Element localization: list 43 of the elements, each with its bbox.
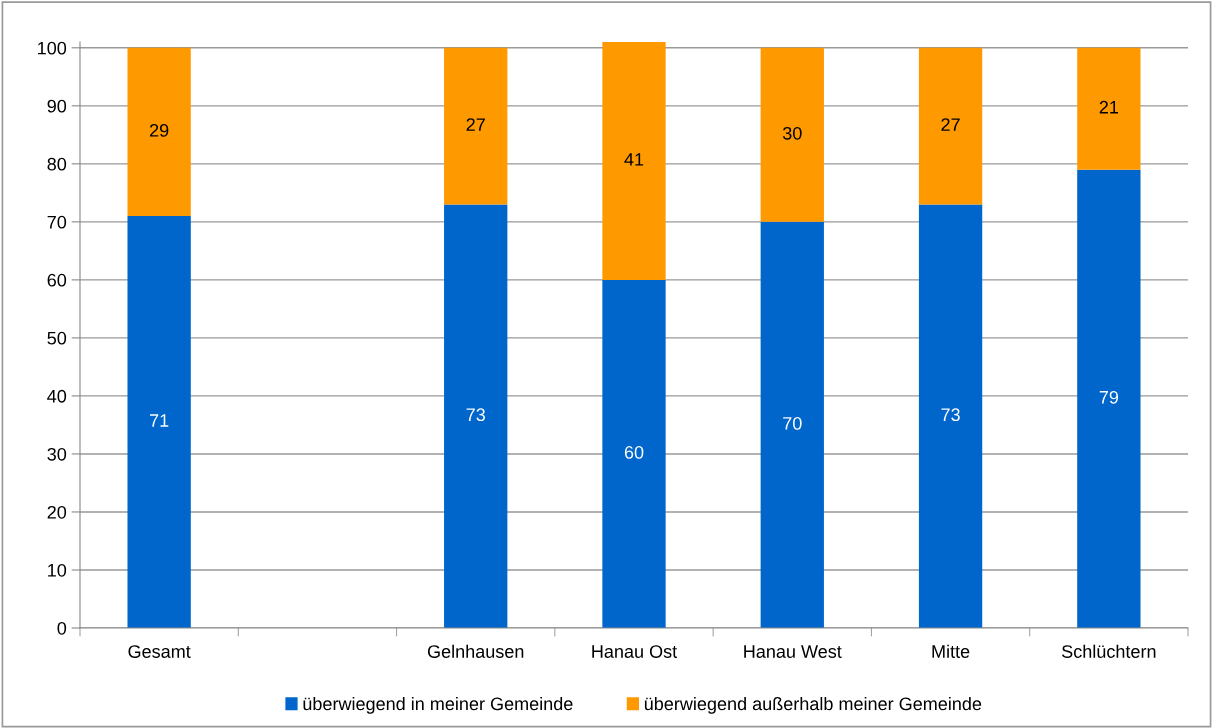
data-label: 71: [150, 414, 169, 427]
data-label: 21: [1099, 100, 1119, 114]
bar: [602, 42, 666, 280]
bar: [444, 47, 508, 205]
bar: [127, 47, 191, 217]
y-tick-label: 100: [38, 41, 67, 55]
data-label: 70: [783, 416, 802, 430]
y-tick-label: 60: [47, 273, 67, 287]
y-tick-label: 50: [47, 331, 67, 345]
y-tick-label: 70: [47, 215, 67, 229]
data-label: 73: [941, 408, 960, 422]
y-tick-label: 40: [47, 389, 67, 403]
bar: [760, 221, 824, 628]
bar: [602, 279, 666, 628]
bar: [444, 204, 508, 628]
data-label: 27: [466, 118, 485, 131]
y-tick-label: 10: [48, 563, 67, 577]
bar: [918, 47, 983, 205]
data-label: 27: [941, 118, 960, 131]
y-tick-label: 80: [47, 157, 67, 171]
bar: [1077, 47, 1141, 170]
y-tick-label: 90: [47, 99, 67, 113]
data-label: 73: [466, 408, 485, 422]
x-tick-label: Hanau West: [744, 645, 842, 658]
data-label: 41: [624, 153, 644, 166]
x-tick-label: Gelnhausen: [427, 644, 524, 658]
y-tick-label: 30: [47, 447, 67, 461]
data-label: 30: [782, 126, 802, 140]
data-label: 60: [624, 446, 644, 459]
x-tick-label: Hanau Ost: [592, 645, 678, 658]
bar: [1077, 169, 1141, 628]
y-tick-label: 0: [57, 621, 67, 635]
y-tick-label: 20: [47, 505, 67, 519]
data-label: 29: [150, 123, 169, 137]
x-tick-label: Mitte: [932, 644, 970, 658]
data-label: 79: [1099, 390, 1119, 404]
x-tick-label: Gesamt: [128, 645, 191, 658]
bar: [127, 216, 191, 628]
legend-label: überwiegend außerhalb meiner Gemeinde: [644, 696, 982, 714]
x-tick-label: Schlüchtern: [1062, 644, 1156, 658]
bar: [760, 47, 824, 222]
legend-label: überwiegend in meiner Gemeinde: [303, 696, 573, 714]
bar: [918, 204, 983, 628]
